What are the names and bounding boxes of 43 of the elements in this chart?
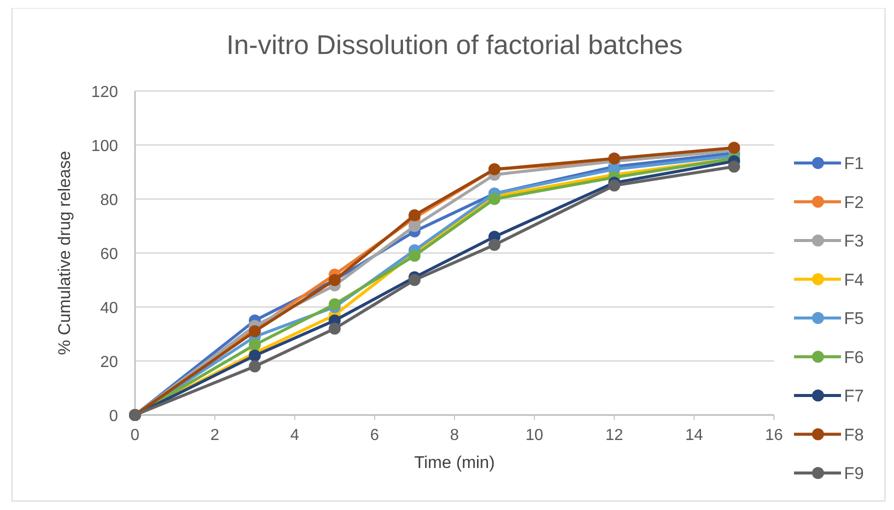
point: [488, 193, 500, 205]
x-axis-title: Time (min): [414, 453, 495, 472]
x-tick-label: 16: [765, 427, 783, 444]
legend-label: F7: [844, 386, 864, 406]
x-tick-label: 0: [130, 427, 140, 444]
point: [248, 360, 261, 372]
point: [328, 322, 341, 335]
point: [248, 338, 261, 351]
point: [408, 209, 421, 222]
x-tick-label: 4: [290, 427, 300, 444]
legend-label: F8: [844, 425, 864, 444]
legend-label: F9: [844, 464, 864, 483]
legend-label: F4: [844, 270, 864, 290]
point: [408, 220, 421, 232]
point: [248, 325, 261, 338]
point: [728, 142, 740, 154]
point: [728, 160, 740, 173]
legend-label: F1: [844, 154, 864, 173]
x-tick-label: 2: [210, 427, 220, 444]
point: [408, 250, 421, 262]
x-tick-label: 8: [450, 427, 460, 444]
point: [608, 180, 620, 192]
y-tick-label: 20: [100, 354, 118, 371]
x-tick-label: 14: [685, 427, 704, 444]
y-tick-label: 120: [91, 84, 118, 101]
y-tick-label: 40: [100, 300, 118, 317]
y-tick-label: 80: [100, 192, 118, 209]
point: [328, 298, 341, 310]
legend-label: F6: [844, 348, 864, 367]
legend-label: F2: [844, 192, 864, 212]
x-tick-label: 6: [370, 427, 380, 444]
y-tick-label: 100: [91, 138, 118, 155]
y-axis-title: % Cumulative drug release: [55, 150, 74, 356]
y-tick-label: 0: [109, 408, 118, 425]
point: [488, 238, 500, 251]
y-tick-label: 60: [100, 246, 118, 263]
point: [408, 274, 421, 286]
legend-label: F3: [844, 232, 864, 250]
point: [248, 350, 261, 362]
legend-label: F5: [844, 309, 864, 328]
x-tick-label: 12: [605, 427, 624, 444]
chart-title: In-vitro Dissolution of factorial batches: [226, 30, 683, 60]
x-tick-label: 10: [525, 427, 544, 444]
